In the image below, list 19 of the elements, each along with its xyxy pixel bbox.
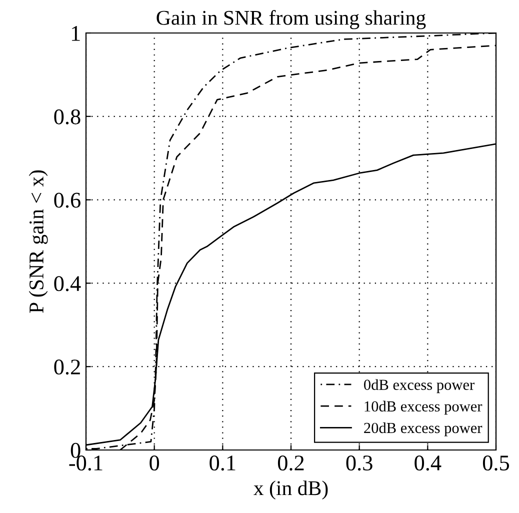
chart-title: Gain in SNR from using sharing [156,10,426,30]
x-axis-title: x (in dB) [254,480,328,500]
x-tick-label: 0 [150,456,160,470]
legend-label: 0dB excess power [364,379,474,394]
y-tick-label: 0.6 [54,192,80,208]
y-tick-label: 0.8 [54,109,80,124]
y-tick-label: 0 [70,442,80,458]
y-axis-title: P (SNR gain < x) [28,170,48,313]
x-tick-label: 0.5 [482,456,510,471]
x-tick-label: 0.3 [346,456,372,471]
legend-label: 20dB excess power [364,422,482,436]
x-tick-label: 0.1 [210,456,236,471]
x-tick-label: 0.4 [414,456,442,471]
legend-label: 10dB excess power [364,400,482,415]
y-tick-label: 1 [72,26,80,41]
y-tick-label: 0.2 [54,360,80,375]
x-tick-label: -0.1 [69,456,102,471]
x-tick-label: 0.2 [278,456,304,471]
y-tick-label: 0.4 [54,276,81,292]
